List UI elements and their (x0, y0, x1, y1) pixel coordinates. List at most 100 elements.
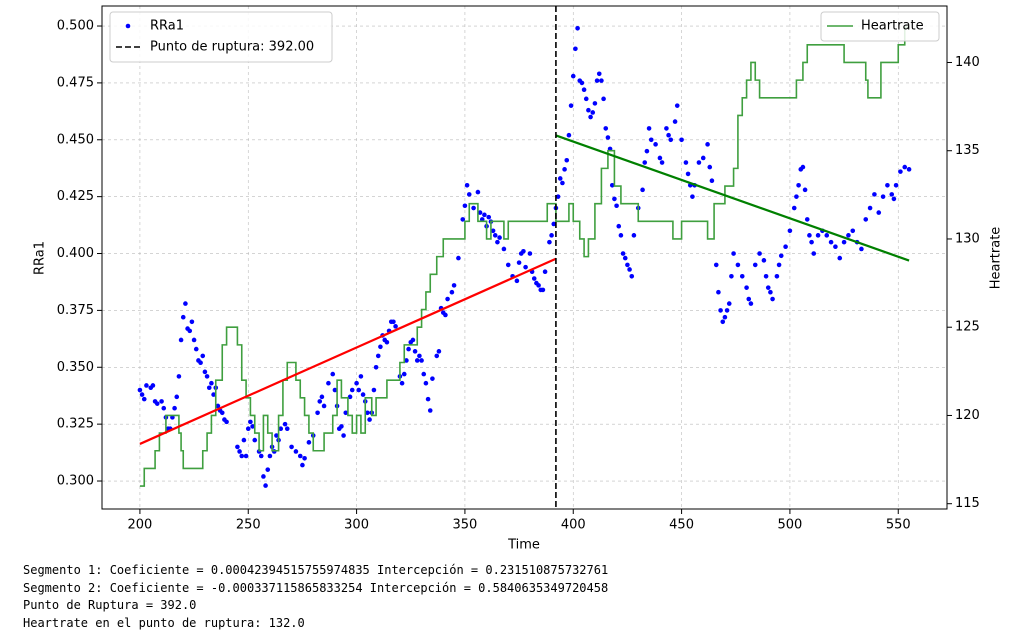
x-axis-label: Time (507, 538, 540, 553)
scatter-point (731, 251, 736, 256)
scatter-point (664, 126, 669, 131)
scatter-point (804, 217, 810, 222)
scatter-point (449, 289, 455, 295)
scatter-point (306, 440, 312, 445)
regression-line (555, 134, 910, 262)
y-tick-label: 0.400 (57, 246, 94, 261)
scatter-point (161, 405, 167, 411)
scatter-point (245, 426, 251, 431)
scatter-point (466, 192, 472, 197)
scatter-point (746, 296, 752, 302)
scatter-point (527, 251, 533, 256)
scatter-point (800, 164, 806, 170)
scatter-point (375, 353, 381, 359)
scatter-point (564, 157, 570, 163)
x-tick-label: 450 (669, 518, 694, 533)
scatter-point (841, 239, 847, 245)
scatter-point (523, 264, 528, 270)
legend-box (820, 11, 940, 42)
scatter-point (261, 474, 266, 479)
scatter-point (401, 371, 407, 377)
scatter-point (360, 392, 366, 397)
scatter-point (191, 337, 197, 343)
scatter-point (475, 189, 481, 195)
x-tick-label: 550 (886, 518, 911, 533)
scatter-point (200, 353, 206, 359)
y-tick-label: 0.325 (57, 417, 94, 432)
scatter-point (850, 228, 856, 234)
legend-label: Punto de ruptura: 392.00 (150, 40, 314, 55)
scatter-point (378, 344, 383, 350)
scatter-point (872, 192, 877, 197)
scatter-point (356, 387, 362, 393)
scatter-point (319, 394, 325, 400)
scatter-point (705, 142, 710, 147)
scatter-point (215, 403, 221, 409)
scatter-point (891, 196, 897, 202)
scatter-point (802, 187, 808, 193)
scatter-point (653, 142, 658, 147)
scatter-point (763, 273, 769, 279)
scatter-point (560, 180, 565, 186)
scatter-point (406, 346, 411, 352)
scatter-point (562, 167, 567, 172)
scatter-point (274, 433, 279, 438)
scatter-point (616, 223, 622, 229)
scatter-point (412, 349, 418, 354)
scatter-point (139, 392, 145, 397)
scatter-point (614, 203, 619, 209)
y-tick-label: 0.425 (57, 189, 94, 204)
scatter-point (410, 337, 416, 343)
scatter-point (837, 255, 843, 261)
legend-label: Heartrate (861, 19, 924, 34)
scatter-point (629, 273, 635, 279)
scatter-point (278, 426, 284, 431)
scatter-point (516, 260, 522, 265)
scatter-point (724, 308, 730, 313)
scatter-point (599, 78, 604, 83)
scatter-point (601, 96, 606, 102)
scatter-point (863, 217, 869, 222)
scatter-point (250, 424, 255, 429)
scatter-point (709, 178, 715, 184)
scatter-point (752, 262, 758, 268)
scatter-point (495, 239, 500, 245)
scatter-point (555, 194, 561, 199)
scatter-point (713, 262, 719, 268)
scatter-point (898, 169, 903, 174)
scatter-point (399, 380, 405, 386)
scatter-point (570, 73, 576, 79)
scatter-point (427, 408, 433, 413)
scatter-point (768, 289, 773, 295)
scatter-point (211, 392, 216, 397)
y-tick-label: 0.350 (57, 360, 94, 375)
scatter-point (159, 399, 164, 404)
scatter-point (471, 205, 476, 211)
scatter-point (339, 424, 344, 429)
scatter-point (189, 319, 195, 325)
scatter-point (720, 319, 726, 325)
scatter-point (297, 453, 303, 459)
scatter-point (700, 155, 706, 161)
legend-box (109, 11, 333, 63)
scatter-point (154, 401, 160, 406)
scatter-point (579, 80, 585, 86)
scatter-point (642, 160, 648, 165)
scatter-point (685, 171, 691, 177)
scatter-point (358, 374, 364, 379)
scatter-point (248, 419, 253, 425)
scatter-point (540, 287, 546, 293)
scatter-point (284, 426, 290, 431)
scatter-point (716, 289, 721, 295)
scatter-point (354, 380, 359, 386)
scatter-point (566, 132, 572, 138)
scatter-point (893, 182, 899, 188)
scatter-point (423, 380, 429, 386)
scatter-point (317, 399, 323, 404)
scatter-point (237, 449, 242, 454)
scatter-point (456, 255, 461, 261)
scatter-point (707, 164, 713, 170)
scatter-point (176, 374, 182, 379)
scatter-point (646, 126, 652, 131)
scatter-point (209, 380, 214, 386)
